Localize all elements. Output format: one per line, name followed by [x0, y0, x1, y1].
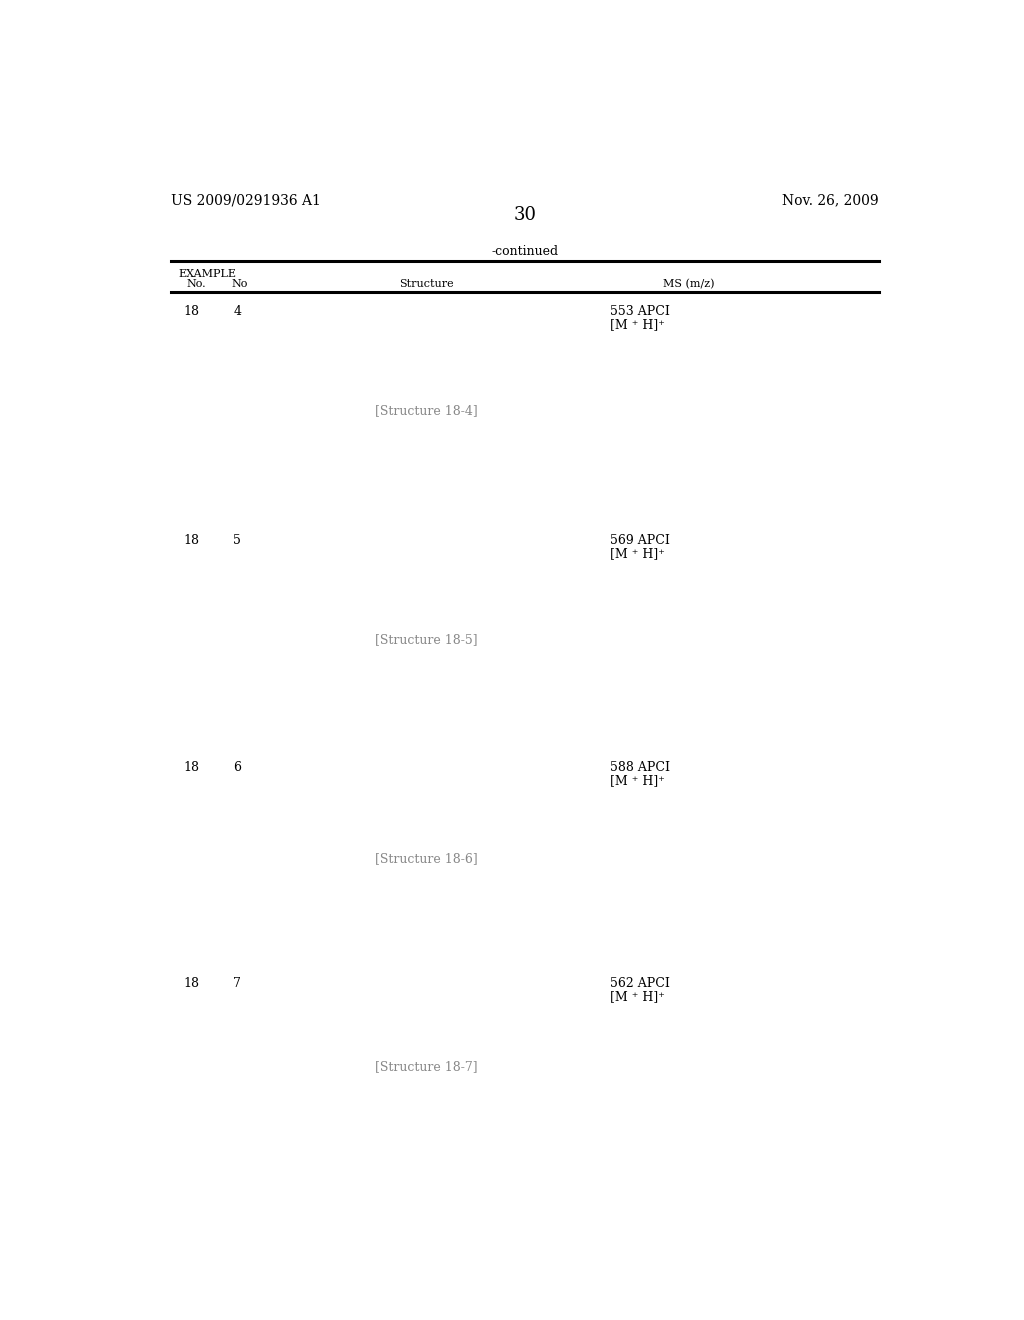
Text: 562 APCI: 562 APCI: [610, 977, 670, 990]
Text: Nov. 26, 2009: Nov. 26, 2009: [782, 193, 879, 207]
Text: [M ⁺ H]⁺: [M ⁺ H]⁺: [610, 318, 665, 331]
Text: 18: 18: [183, 535, 200, 548]
Text: 569 APCI: 569 APCI: [610, 535, 670, 548]
Text: 5: 5: [233, 535, 242, 548]
Text: 588 APCI: 588 APCI: [610, 762, 670, 775]
Text: US 2009/0291936 A1: US 2009/0291936 A1: [171, 193, 321, 207]
Text: No: No: [231, 280, 248, 289]
Text: [M ⁺ H]⁺: [M ⁺ H]⁺: [610, 990, 665, 1003]
Text: 18: 18: [183, 977, 200, 990]
Text: 6: 6: [233, 762, 242, 775]
Text: 30: 30: [513, 206, 537, 224]
Text: [Structure 18-4]: [Structure 18-4]: [375, 404, 478, 417]
Text: 553 APCI: 553 APCI: [610, 305, 670, 318]
Text: 18: 18: [183, 762, 200, 775]
Text: MS (m/z): MS (m/z): [663, 280, 715, 289]
Text: [Structure 18-5]: [Structure 18-5]: [375, 634, 477, 647]
Text: [M ⁺ H]⁺: [M ⁺ H]⁺: [610, 775, 665, 788]
Text: No.: No.: [186, 280, 206, 289]
Text: [Structure 18-7]: [Structure 18-7]: [375, 1060, 477, 1073]
Text: [Structure 18-6]: [Structure 18-6]: [375, 853, 478, 866]
Text: EXAMPLE: EXAMPLE: [178, 268, 237, 279]
Text: 18: 18: [183, 305, 200, 318]
Text: -continued: -continued: [492, 246, 558, 259]
Text: 4: 4: [233, 305, 242, 318]
Text: 7: 7: [233, 977, 242, 990]
Text: Structure: Structure: [399, 280, 454, 289]
Text: [M ⁺ H]⁺: [M ⁺ H]⁺: [610, 548, 665, 560]
